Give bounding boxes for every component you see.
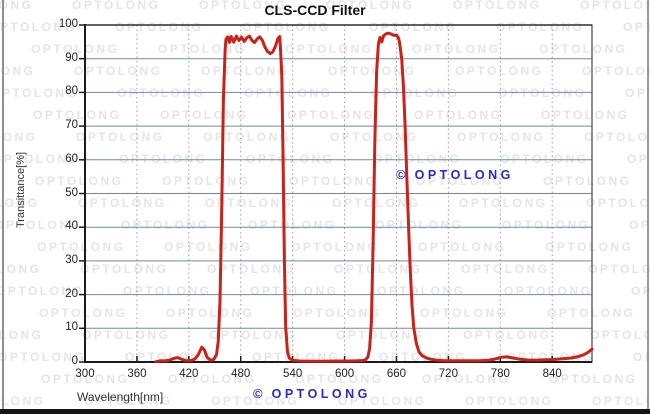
copyright-icon: © xyxy=(396,167,406,182)
optolong-brand-bottom: © OPTOLONG xyxy=(253,386,371,401)
transmittance-curve xyxy=(154,31,594,364)
page-right-border xyxy=(647,0,649,414)
optolong-brand-center: © OPTOLONG xyxy=(396,167,514,182)
page-left-border xyxy=(2,0,4,414)
page-bottom-border xyxy=(0,409,650,414)
optolong-wordmark: OPTOLONG xyxy=(271,386,371,401)
copyright-icon: © xyxy=(253,386,263,401)
optolong-wordmark: OPTOLONG xyxy=(414,167,514,182)
